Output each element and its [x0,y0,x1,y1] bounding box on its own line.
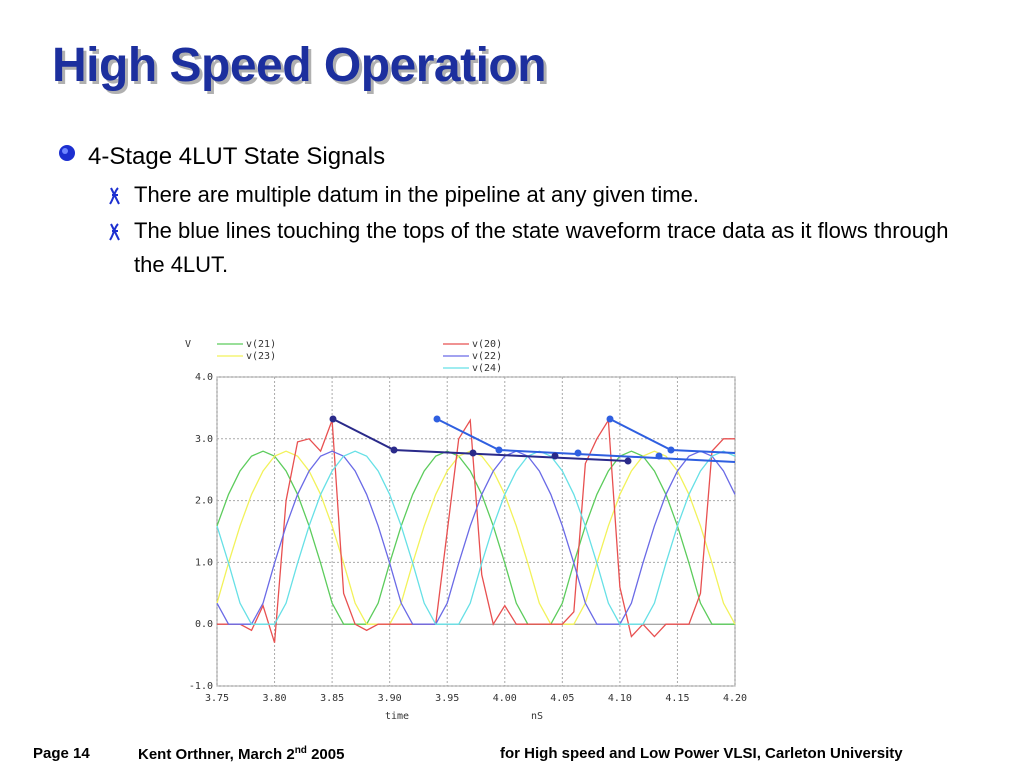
author-sup: nd [294,745,307,756]
footer-event: for High speed and Low Power VLSI, Carle… [500,745,903,762]
series-line [216,450,736,625]
x-tick-label: 4.15 [665,693,689,704]
legend-label: v(22) [472,351,502,362]
x-tick-label: 4.00 [493,693,517,704]
series-line [216,450,736,625]
y-tick-label: 3.0 [195,434,213,445]
annotation-lines [329,415,736,465]
x-tick-label: 3.90 [378,693,402,704]
x-axis-unit: nS [531,711,543,722]
x-tick-label: 3.75 [205,693,229,704]
bullet: 4-Stage 4LUT State Signals [88,143,386,170]
x-tick-label: 3.85 [320,693,344,704]
footer-page: Page 14 [33,745,90,762]
subbullet: The blue lines touching the tops of the … [134,218,949,277]
series-line [217,418,735,643]
x-axis-label: time [385,711,409,722]
subbullet-icon [109,223,120,241]
legend-label: v(21) [246,339,276,350]
series-line [216,450,735,625]
legend-label: v(24) [472,363,502,374]
y-axis-label: V [185,339,191,350]
subbullet-icon [109,187,120,205]
y-tick-label: 0.0 [195,619,213,630]
plot-area [216,376,736,687]
slide-title: High Speed Operation [52,39,547,92]
y-tick-label: 4.0 [195,372,213,383]
y-tick-label: 1.0 [195,557,213,568]
legend-label: v(20) [472,339,502,350]
bullet-icon [59,145,75,161]
x-tick-label: 3.80 [263,693,287,704]
y-tick-label: -1.0 [189,681,213,692]
author-year: 2005 [311,746,345,763]
author: Kent Orthner, March 2 [138,746,295,763]
subbullet: There are multiple datum in the pipeline… [134,182,699,207]
x-tick-label: 4.10 [608,693,632,704]
x-tick-label: 4.20 [723,693,747,704]
footer-author: Kent Orthner, March 2nd 2005 [138,745,344,763]
y-tick-label: 2.0 [195,496,213,507]
x-tick-label: 3.95 [435,693,459,704]
x-tick-label: 4.05 [550,693,574,704]
legend-label: v(23) [246,351,276,362]
